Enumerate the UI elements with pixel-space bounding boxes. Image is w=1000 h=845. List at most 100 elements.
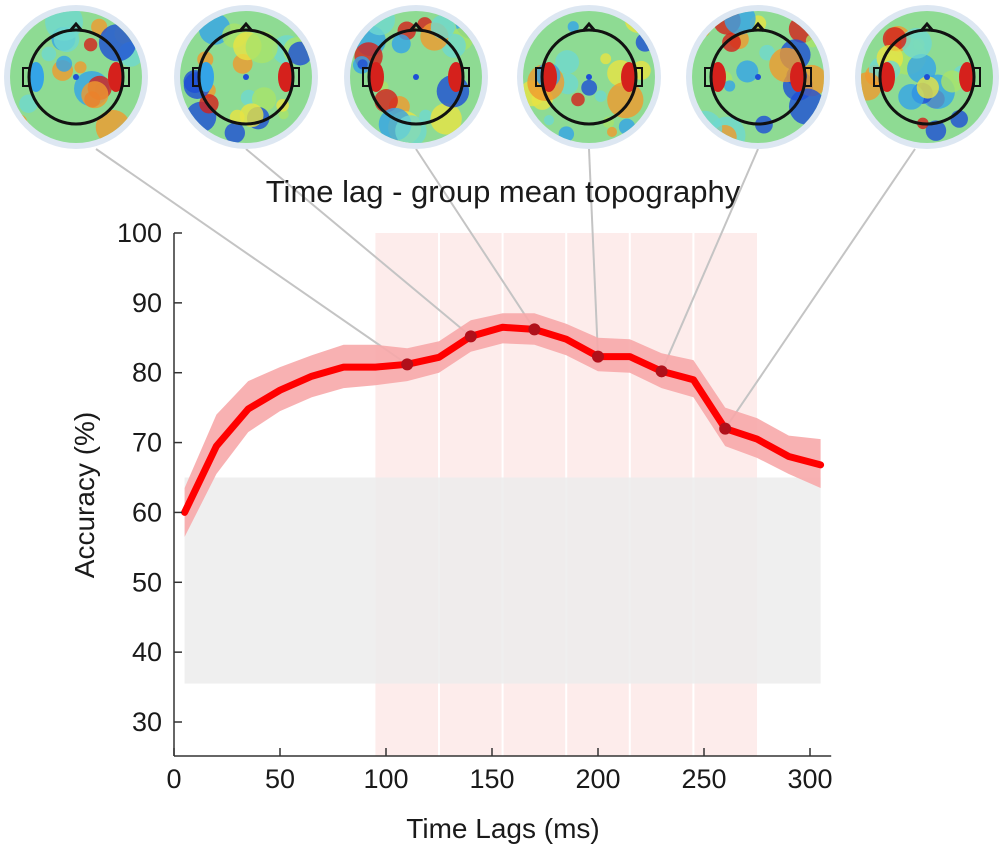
topo-140ms bbox=[174, 5, 318, 149]
topo-center bbox=[243, 74, 249, 80]
topo-230ms bbox=[686, 5, 830, 149]
x-tick-label-0: 0 bbox=[166, 764, 181, 794]
topo-blob bbox=[543, 115, 555, 126]
topo-blob bbox=[74, 61, 87, 74]
topo-field bbox=[523, 11, 655, 143]
topo-blob bbox=[430, 103, 462, 135]
topo-blob bbox=[419, 109, 432, 123]
topo-blob bbox=[224, 122, 245, 143]
marked-point-1 bbox=[401, 358, 414, 371]
right-ear-icon bbox=[973, 67, 981, 87]
topo-110ms bbox=[4, 5, 148, 149]
y-tick-label-80: 80 bbox=[132, 358, 162, 388]
marked-points bbox=[401, 323, 732, 435]
topo-blob bbox=[41, 46, 57, 62]
topo-blob bbox=[759, 44, 775, 61]
chance-band bbox=[184, 477, 821, 684]
topo-blob bbox=[245, 31, 278, 64]
topo-170ms bbox=[344, 5, 488, 149]
connector-line-6 bbox=[724, 148, 916, 430]
accuracy-series-line bbox=[181, 323, 825, 516]
topo-blob bbox=[722, 33, 741, 52]
topo-right-pole bbox=[448, 62, 464, 92]
topo-center bbox=[413, 74, 419, 80]
topo-blob bbox=[882, 27, 907, 51]
topo-blob bbox=[941, 70, 964, 93]
topo-blob bbox=[430, 14, 455, 40]
topo-blob bbox=[278, 108, 289, 120]
nose-icon bbox=[750, 21, 766, 32]
marked-point-3 bbox=[528, 323, 541, 336]
topo-left-pole bbox=[198, 62, 214, 92]
right-ear-icon bbox=[292, 67, 300, 87]
topo-blob bbox=[581, 79, 598, 96]
x-tick-label-200: 200 bbox=[575, 764, 620, 794]
topo-blob bbox=[56, 55, 73, 72]
topo-blob bbox=[901, 28, 932, 59]
left-ear-icon bbox=[535, 67, 543, 87]
topo-200ms bbox=[517, 5, 661, 149]
y-tick-label-100: 100 bbox=[117, 218, 162, 248]
topo-blob bbox=[571, 92, 585, 107]
connector-line-5 bbox=[660, 148, 759, 372]
series-line-layer bbox=[181, 323, 825, 516]
topo-blob bbox=[567, 21, 579, 33]
nose-icon bbox=[581, 21, 597, 32]
topo-right-pole bbox=[621, 62, 637, 92]
topography-title: Time lag - group mean topography bbox=[266, 174, 741, 209]
left-ear-icon bbox=[192, 67, 200, 87]
marked-point-6 bbox=[719, 422, 732, 435]
marked-point-4 bbox=[592, 350, 604, 363]
nose-icon bbox=[408, 21, 424, 32]
left-ear-icon bbox=[362, 67, 370, 87]
topo-left-pole bbox=[879, 62, 895, 92]
x-axis-title: Time Lags (ms) bbox=[406, 813, 599, 844]
topo-center bbox=[586, 74, 592, 80]
left-ear-icon bbox=[873, 67, 881, 87]
tick-labels: 30 40 50 60 70 80 90 100 0 50 100 150 200 250 300 bbox=[117, 218, 833, 794]
topo-blob bbox=[83, 38, 98, 52]
y-tick-label-60: 60 bbox=[132, 497, 162, 527]
connector-line-1 bbox=[95, 148, 408, 366]
topo-field bbox=[10, 11, 142, 143]
topo-blob bbox=[594, 90, 607, 102]
topo-center bbox=[73, 74, 79, 80]
topo-blob bbox=[606, 126, 618, 137]
connector-line-3 bbox=[415, 148, 536, 330]
x-tick-label-300: 300 bbox=[787, 764, 832, 794]
topo-blob bbox=[724, 80, 736, 92]
right-ear-icon bbox=[635, 67, 643, 87]
y-tick-label-70: 70 bbox=[132, 428, 162, 458]
left-ear-icon bbox=[22, 67, 30, 87]
y-axis-title: Accuracy (%) bbox=[69, 412, 100, 578]
topo-260ms bbox=[855, 5, 999, 149]
axes bbox=[173, 232, 832, 757]
x-tick-label-150: 150 bbox=[469, 764, 514, 794]
right-ear-icon bbox=[804, 67, 812, 87]
topo-blob bbox=[357, 59, 368, 70]
topo-blob bbox=[81, 81, 109, 109]
topo-right-pole bbox=[108, 62, 124, 92]
topo-center bbox=[755, 74, 761, 80]
topo-right-pole bbox=[790, 62, 806, 92]
topo-blob bbox=[916, 76, 939, 99]
topography-maps bbox=[4, 5, 999, 149]
y-tick-label-50: 50 bbox=[132, 567, 162, 597]
topo-field bbox=[861, 11, 993, 143]
x-tick-label-50: 50 bbox=[265, 764, 295, 794]
y-tick-label-30: 30 bbox=[132, 707, 162, 737]
topo-right-pole bbox=[959, 62, 975, 92]
marked-point-2 bbox=[464, 330, 477, 343]
topography-connector-lines bbox=[95, 148, 916, 430]
connector-line-2 bbox=[245, 148, 472, 338]
topo-blob bbox=[925, 120, 947, 141]
connector-line-4 bbox=[588, 148, 599, 357]
nose-icon bbox=[919, 21, 935, 32]
y-tick-label-90: 90 bbox=[132, 288, 162, 318]
y-tick-label-40: 40 bbox=[132, 637, 162, 667]
nose-icon bbox=[238, 21, 254, 32]
topo-blob bbox=[736, 60, 759, 83]
right-ear-icon bbox=[122, 67, 130, 87]
topo-right-pole bbox=[278, 62, 294, 92]
